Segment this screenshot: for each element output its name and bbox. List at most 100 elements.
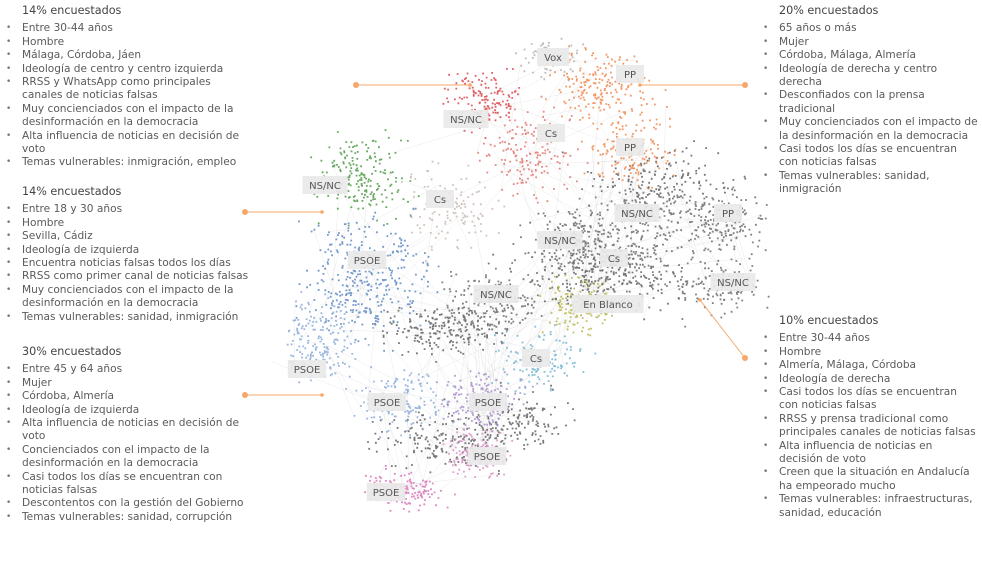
group-14pct-izquierda: 14% encuestados Entre 18 y 30 años Hombr…: [0, 185, 250, 324]
cluster-label: PP: [624, 143, 636, 154]
group-20pct: 20% encuestados 65 años o más Mujer Córd…: [757, 4, 979, 197]
cluster-label: PSOE: [354, 256, 381, 267]
cluster-label-background: [616, 65, 644, 83]
trait-item: Temas vulnerables: sanidad, inmigración: [757, 170, 979, 197]
group-title: 10% encuestados: [779, 314, 879, 327]
group-traits: Entre 45 y 64 años Mujer Córdoba, Almerí…: [0, 363, 260, 524]
trait-item: Muy concienciados con el impacto de la d…: [0, 103, 250, 130]
cluster-label-background: [710, 273, 756, 291]
trait-item: Temas vulnerables: infraestructuras, san…: [757, 493, 979, 520]
trait-item: Hombre: [0, 217, 250, 231]
cluster-label: PSOE: [373, 488, 400, 499]
connector-dot: [742, 82, 748, 88]
trait-item: RRSS y WhatsApp como principales canales…: [0, 76, 250, 103]
trait-item: Sevilla, Cádiz: [0, 230, 250, 244]
network-node-dots: [367, 140, 747, 475]
cluster-label-background: [616, 138, 644, 156]
trait-item: Casi todos los días se encuentran con no…: [757, 143, 979, 170]
cluster-label: NS/NC: [717, 278, 749, 289]
cluster-label-background: [614, 204, 660, 222]
cluster-label: PSOE: [475, 398, 502, 409]
group-14pct-centro: 14% encuestados Entre 30-44 años Hombre …: [0, 4, 250, 170]
connector-dot: [242, 392, 248, 398]
cluster-label-background: [467, 447, 507, 465]
cluster-label-background: [367, 393, 407, 411]
cluster-label: NS/NC: [621, 209, 653, 220]
trait-item: Concienciados con el impacto de la desin…: [0, 444, 260, 471]
connector-dot: [320, 210, 324, 214]
trait-item: Creen que la situación en Andalucía ha e…: [757, 466, 979, 493]
network-node-dots: [442, 68, 527, 139]
cluster-label: Cs: [608, 254, 620, 265]
group-traits: Entre 18 y 30 años Hombre Sevilla, Cádiz…: [0, 203, 250, 324]
group-title: 20% encuestados: [779, 4, 879, 17]
cluster-label-background: [473, 285, 519, 303]
trait-item: Ideología de derecha: [757, 373, 979, 387]
connector-dot: [468, 83, 472, 87]
group-traits: Entre 30-44 años Hombre Málaga, Córdoba,…: [0, 22, 250, 170]
group-30pct: 30% encuestados Entre 45 y 64 años Mujer…: [0, 345, 260, 525]
network-node-dots: [364, 465, 456, 513]
cluster-label-background: [522, 349, 550, 367]
trait-item: Alta influencia de noticias en decisión …: [0, 130, 250, 157]
cluster-label-background: [426, 190, 454, 208]
trait-item: Hombre: [0, 36, 250, 50]
cluster-label: En Blanco: [583, 300, 633, 311]
trait-item: Alta influencia de noticias en decisión …: [0, 417, 260, 444]
trait-item: Temas vulnerables: sanidad, inmigración: [0, 311, 250, 325]
cluster-label-background: [347, 251, 387, 269]
trait-item: Descontentos con la gestión del Gobierno: [0, 497, 260, 511]
connector-dot: [242, 209, 248, 215]
trait-item: RRSS como primer canal de noticias falsa…: [0, 270, 250, 284]
trait-item: Entre 45 y 64 años: [0, 363, 260, 377]
group-title: 30% encuestados: [22, 345, 122, 358]
trait-item: Casi todos los días se encuentran con no…: [757, 386, 979, 413]
trait-item: 65 años o más: [757, 22, 979, 36]
group-traits: Entre 30-44 años Hombre Almería, Málaga,…: [757, 332, 979, 520]
cluster-label-background: [537, 48, 569, 66]
cluster-label-background: [468, 393, 508, 411]
connector-dot: [638, 83, 642, 87]
cluster-label: NS/NC: [309, 181, 341, 192]
network-node-dots: [545, 45, 677, 189]
network-nodes: [286, 37, 770, 513]
trait-item: Córdoba, Málaga, Almería: [757, 49, 979, 63]
cluster-label: Cs: [530, 354, 542, 365]
cluster-label: NS/NC: [544, 236, 576, 247]
trait-item: Entre 30-44 años: [0, 22, 250, 36]
trait-item: Hombre: [757, 346, 979, 360]
trait-item: Ideología de centro y centro izquierda: [0, 63, 250, 77]
trait-item: Encuentra noticias falsas todos los días: [0, 257, 250, 271]
network-node-dots: [310, 129, 420, 227]
cluster-label-background: [537, 124, 565, 142]
group-10pct: 10% encuestados Entre 30-44 años Hombre …: [757, 314, 979, 520]
trait-item: Málaga, Córdoba, Jáen: [0, 49, 250, 63]
group-title: 14% encuestados: [22, 185, 122, 198]
cluster-label: PSOE: [294, 365, 321, 376]
connector-line: [699, 299, 746, 359]
cluster-label-background: [302, 176, 348, 194]
trait-item: Entre 18 y 30 años: [0, 203, 250, 217]
connector-dot: [353, 82, 359, 88]
cluster-label-background: [714, 204, 742, 222]
cluster-label: Vox: [544, 53, 562, 64]
trait-item: Entre 30-44 años: [757, 332, 979, 346]
cluster-label: PSOE: [374, 398, 401, 409]
trait-item: Mujer: [757, 36, 979, 50]
trait-item: RRSS y prensa tradicional como principal…: [757, 413, 979, 440]
cluster-label: PP: [722, 209, 734, 220]
connector-dot: [320, 393, 324, 397]
trait-item: Ideología de derecha y centro derecha: [757, 63, 979, 90]
group-connectors: [242, 82, 748, 398]
cluster-label-background: [443, 110, 489, 128]
trait-item: Muy concienciados con el impacto de la d…: [757, 116, 979, 143]
trait-item: Desconfiados con la prensa tradicional: [757, 89, 979, 116]
trait-item: Casi todos los días se encuentran con no…: [0, 471, 260, 498]
trait-item: Almería, Málaga, Córdoba: [757, 359, 979, 373]
connector-dot: [698, 298, 702, 302]
group-traits: 65 años o más Mujer Córdoba, Málaga, Alm…: [757, 22, 979, 196]
cluster-label-background: [600, 249, 628, 267]
group-title: 14% encuestados: [22, 4, 122, 17]
cluster-label-background: [537, 231, 583, 249]
